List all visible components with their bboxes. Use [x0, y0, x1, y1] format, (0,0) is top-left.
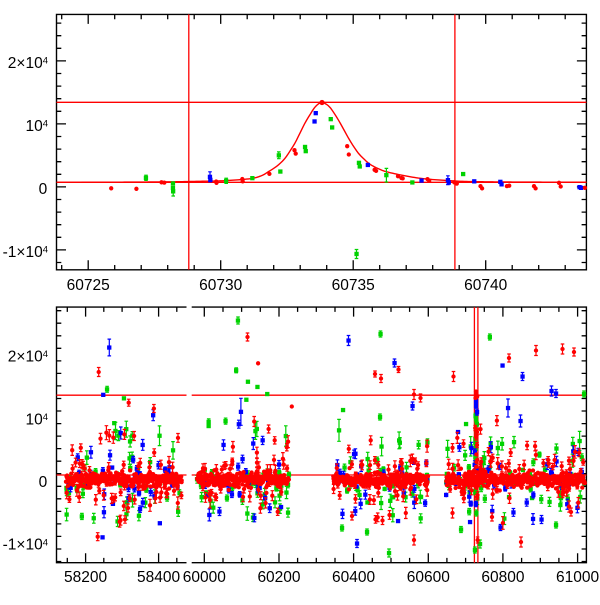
svg-text:2×104: 2×104	[8, 349, 48, 366]
svg-text:60800: 60800	[481, 569, 524, 586]
svg-text:60600: 60600	[407, 569, 450, 586]
svg-text:2×104: 2×104	[8, 55, 48, 72]
svg-text:60735: 60735	[332, 277, 375, 294]
svg-text:-1×104: -1×104	[3, 537, 48, 554]
svg-text:58400: 58400	[137, 569, 180, 586]
svg-text:104: 104	[25, 411, 48, 428]
svg-text:61000: 61000	[556, 569, 599, 586]
svg-text:60730: 60730	[199, 277, 242, 294]
svg-text:-1×104: -1×104	[3, 244, 48, 261]
svg-text:0: 0	[39, 181, 48, 198]
svg-text:60000: 60000	[183, 569, 226, 586]
svg-text:60200: 60200	[257, 569, 300, 586]
svg-text:60400: 60400	[332, 569, 375, 586]
svg-text:0: 0	[39, 474, 48, 491]
svg-text:60740: 60740	[464, 277, 507, 294]
svg-text:104: 104	[25, 118, 48, 135]
svg-text:60725: 60725	[67, 277, 110, 294]
svg-text:58200: 58200	[64, 569, 107, 586]
